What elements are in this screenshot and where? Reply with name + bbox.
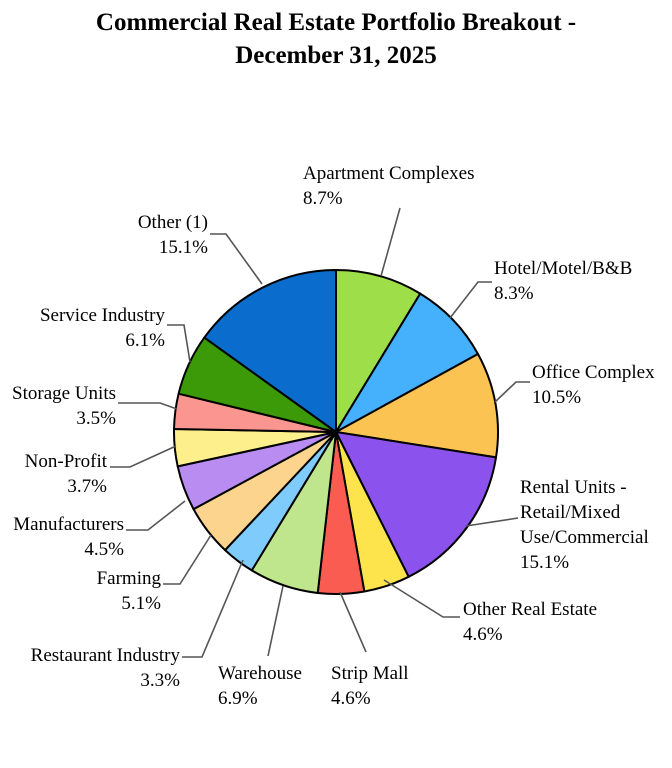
leader-line-rental-units-retail-mixed-use-commercial — [465, 517, 519, 527]
slice-label-line: Manufacturers — [13, 514, 124, 535]
slice-label-line: Service Industry — [40, 305, 166, 326]
slice-label-line: Hotel/Motel/B&B — [494, 258, 632, 279]
pie-slice-apartment-complexes — [335, 269, 422, 433]
leader-line-restaurant-industry — [182, 559, 244, 658]
slice-label-line: Non-Profit — [25, 451, 108, 472]
slice-label-line: Rental Units - — [520, 477, 627, 498]
slice-percent: 4.6% — [331, 688, 371, 709]
leader-line-manufacturers — [126, 500, 186, 531]
slice-percent: 5.1% — [121, 593, 161, 614]
leader-line-other-real-estate — [383, 579, 460, 618]
slice-label-farming: Farming 5.1% — [97, 568, 162, 614]
pie-slice-rental-units-retail-mixed-use-commercial — [335, 431, 498, 578]
slice-label-hotel-motel-b-b: Hotel/Motel/B&B 8.3% — [494, 258, 632, 304]
chart-title-line-1: Commercial Real Estate Portfolio Breakou… — [95, 9, 577, 36]
chart-title-line-2: December 31, 2025 — [235, 42, 437, 69]
slice-percent: 15.1% — [520, 552, 569, 573]
leader-line-warehouse — [267, 585, 284, 657]
leader-line-office-complex — [494, 381, 530, 403]
leader-line-hotel-motel-b-b — [449, 281, 492, 319]
leader-line-non-profit — [110, 445, 177, 468]
slice-label-line: Office Complex — [532, 362, 655, 383]
pie-slice-office-complex — [335, 352, 499, 459]
slice-label-other-1: Other (1) 15.1% — [138, 212, 208, 258]
slice-label-manufacturers: Manufacturers 4.5% — [13, 514, 124, 560]
leader-line-storage-units — [118, 402, 178, 410]
slice-percent: 4.6% — [463, 624, 503, 645]
slice-label-office-complex: Office Complex 10.5% — [532, 362, 655, 408]
slice-label-strip-mall: Strip Mall 4.6% — [331, 663, 409, 709]
slice-label-warehouse: Warehouse 6.9% — [218, 663, 302, 709]
slice-percent: 15.1% — [159, 237, 208, 258]
slice-label-line: Other Real Estate — [463, 599, 597, 620]
slice-percent: 8.7% — [303, 188, 343, 209]
leader-line-service-industry — [167, 324, 191, 363]
slice-label-restaurant-industry: Restaurant Industry 3.3% — [31, 645, 181, 691]
slice-label-storage-units: Storage Units 3.5% — [12, 383, 116, 429]
leader-line-strip-mall — [339, 591, 367, 653]
leader-line-farming — [163, 534, 212, 585]
slice-label-line: Other (1) — [138, 212, 208, 233]
slice-label-line: Use/Commercial — [520, 527, 649, 548]
slice-label-non-profit: Non-Profit 3.7% — [25, 451, 108, 497]
slice-label-line: Farming — [97, 568, 162, 589]
slice-label-line: Strip Mall — [331, 663, 409, 684]
chart-title: Commercial Real Estate Portfolio Breakou… — [0, 6, 672, 72]
slice-label-service-industry: Service Industry 6.1% — [40, 305, 166, 351]
slice-label-apartment-complexes: Apartment Complexes 8.7% — [303, 163, 475, 209]
slice-percent: 3.3% — [140, 670, 180, 691]
slice-percent: 3.5% — [76, 408, 116, 429]
pie-slice-other-1 — [203, 269, 337, 433]
slice-label-line: Retail/Mixed — [520, 502, 621, 523]
slice-label-line: Storage Units — [12, 383, 116, 404]
leader-line-apartment-complexes — [380, 207, 401, 277]
slice-percent: 6.9% — [218, 688, 258, 709]
slice-percent: 10.5% — [532, 387, 581, 408]
slice-percent: 4.5% — [84, 539, 124, 560]
leader-line-other-1 — [210, 233, 263, 285]
slice-percent: 3.7% — [67, 476, 107, 497]
slice-label-other-real-estate: Other Real Estate 4.6% — [463, 599, 597, 645]
slice-percent: 8.3% — [494, 283, 534, 304]
slice-label-line: Restaurant Industry — [31, 645, 181, 666]
slice-label-line: Warehouse — [218, 663, 302, 684]
slice-percent: 6.1% — [125, 330, 165, 351]
slice-label-line: Apartment Complexes — [303, 163, 475, 184]
slice-label-rental-units-retail-mixed-use-commercial: Rental Units - Retail/Mixed Use/Commercial… — [520, 477, 649, 573]
